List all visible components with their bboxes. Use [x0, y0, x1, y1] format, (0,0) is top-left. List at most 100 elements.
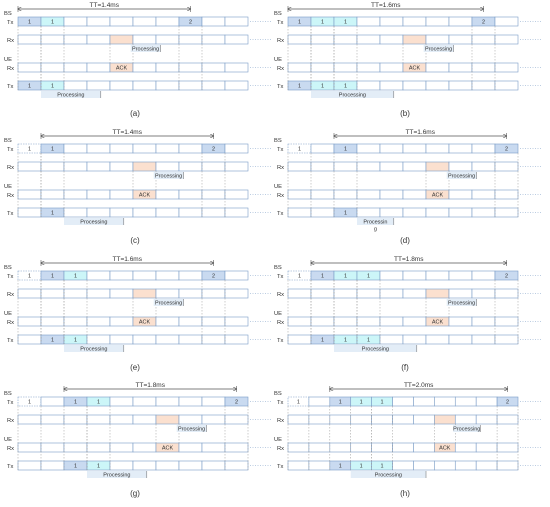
bs-tx-slot-label: 2 [212, 274, 215, 280]
ue-processing [334, 345, 417, 352]
bs-tx-slot [402, 16, 427, 27]
ue-rx-slot [63, 316, 88, 327]
bs-rx-slot [434, 414, 456, 425]
bs-tx-slot-label: 1 [28, 274, 31, 280]
ue-rx-slot [333, 189, 358, 200]
bs-tx-slot [356, 143, 381, 154]
ue-rx-slot [379, 189, 404, 200]
ue-tx-slot [448, 334, 473, 345]
bs-rx-slot [454, 414, 477, 425]
bs-tx-slot [308, 396, 331, 407]
ue-tx-slot [155, 334, 180, 345]
ue-rx-slot [308, 442, 331, 453]
ue-rx-slot-label: ACK [432, 193, 444, 199]
bs-tx-slot [379, 270, 404, 281]
bs-processing-label: Processing [448, 300, 475, 306]
ue-tx-slot [310, 207, 335, 218]
bs-rx-slot [310, 161, 335, 172]
bs-rx-slot [201, 161, 226, 172]
bs-rx-slot [333, 288, 358, 299]
ue-tx-slot [132, 460, 157, 471]
ue-rx-label: Rx [7, 193, 14, 199]
ue-tx-slot [287, 207, 312, 218]
ue-tx-slot-label: 1 [74, 464, 77, 470]
bs-tx-slot [109, 16, 134, 27]
ue-tx-slot-label: 1 [321, 338, 324, 344]
ue-processing [357, 218, 394, 225]
ue-tx-slot [471, 207, 496, 218]
ue-tx-slot [379, 334, 404, 345]
ue-rx-slot [40, 316, 65, 327]
ue-tx-slot-label: 1 [381, 464, 384, 470]
bs-rx-slot [471, 34, 496, 45]
ue-rx-slot [287, 62, 312, 73]
ue-tx-slot [425, 334, 450, 345]
bs-tx-slot [109, 396, 134, 407]
ue-processing-label: Processing [339, 92, 366, 98]
ue-tx-slot-label: 1 [344, 84, 347, 90]
ue-rx-slot [201, 316, 226, 327]
bs-rx-slot [109, 414, 134, 425]
bs-tx-slot-label: 1 [74, 400, 77, 406]
bs-tx-slot-label: 1 [321, 274, 324, 280]
ue-tx-slot [356, 80, 381, 91]
ue-tx-slot [109, 460, 134, 471]
ue-tx-slot-label: 1 [367, 338, 370, 344]
ue-tx-slot-label: 1 [344, 211, 347, 217]
bs-tx-slot [132, 143, 157, 154]
bs-tx-label: Tx [277, 400, 284, 406]
bs-tx-slot [425, 143, 450, 154]
ue-rx-slot [379, 62, 404, 73]
bs-tx-slot [86, 143, 111, 154]
tt-label: TT=1.8ms [136, 382, 166, 389]
bs-tx-slot [63, 16, 88, 27]
bs-rx-slot [371, 414, 393, 425]
bs-rx-slot [17, 288, 42, 299]
bs-label: BS [4, 138, 12, 144]
bs-rx-slot [17, 34, 42, 45]
ue-rx-slot [379, 316, 404, 327]
ue-tx-slot-label: 1 [51, 338, 54, 344]
bs-tx-slot [356, 16, 381, 27]
bs-tx-slot-label: 1 [74, 274, 77, 280]
bs-tx-slot-label: 1 [298, 274, 301, 280]
ue-label: UE [274, 437, 282, 443]
bs-label: BS [274, 391, 282, 397]
bs-rx-slot [471, 161, 496, 172]
bs-rx-slot [40, 161, 65, 172]
ue-rx-slot [109, 316, 134, 327]
ue-processing-label: Processing [362, 346, 389, 352]
panel-caption: (a) [130, 109, 140, 118]
bs-tx-label: Tx [277, 20, 284, 26]
ue-tx-slot [17, 207, 42, 218]
bs-processing-label: Processing [178, 426, 205, 432]
ue-rx-slot-label: ACK [439, 446, 451, 452]
ue-rx-slot [224, 62, 249, 73]
bs-tx-slot [496, 396, 519, 407]
bs-label: BS [4, 11, 12, 17]
ue-tx-slot [224, 207, 249, 218]
bs-rx-slot [494, 34, 519, 45]
bs-tx-slot [471, 143, 496, 154]
ue-tx-slot [17, 460, 42, 471]
ue-rx-slot-label: ACK [139, 320, 151, 326]
ue-tx-slot-label: 1 [51, 211, 54, 217]
ue-tx-slot [155, 80, 180, 91]
ue-processing [41, 91, 101, 98]
bs-tx-slot [86, 16, 111, 27]
ue-processing-label-2: g [374, 226, 377, 232]
bs-tx-slot [434, 396, 456, 407]
bs-tx-slot [471, 270, 496, 281]
bs-rx-slot [224, 288, 249, 299]
bs-processing [423, 45, 454, 52]
ue-rx-label: Rx [7, 320, 14, 326]
bs-rx-slot [224, 161, 249, 172]
ue-rx-slot [17, 189, 42, 200]
bs-rx-slot [494, 161, 519, 172]
ue-processing-label: Processing [103, 472, 130, 478]
ue-rx-label: Rx [277, 320, 284, 326]
bs-tx-slot [109, 270, 134, 281]
bs-tx-slot [425, 270, 450, 281]
